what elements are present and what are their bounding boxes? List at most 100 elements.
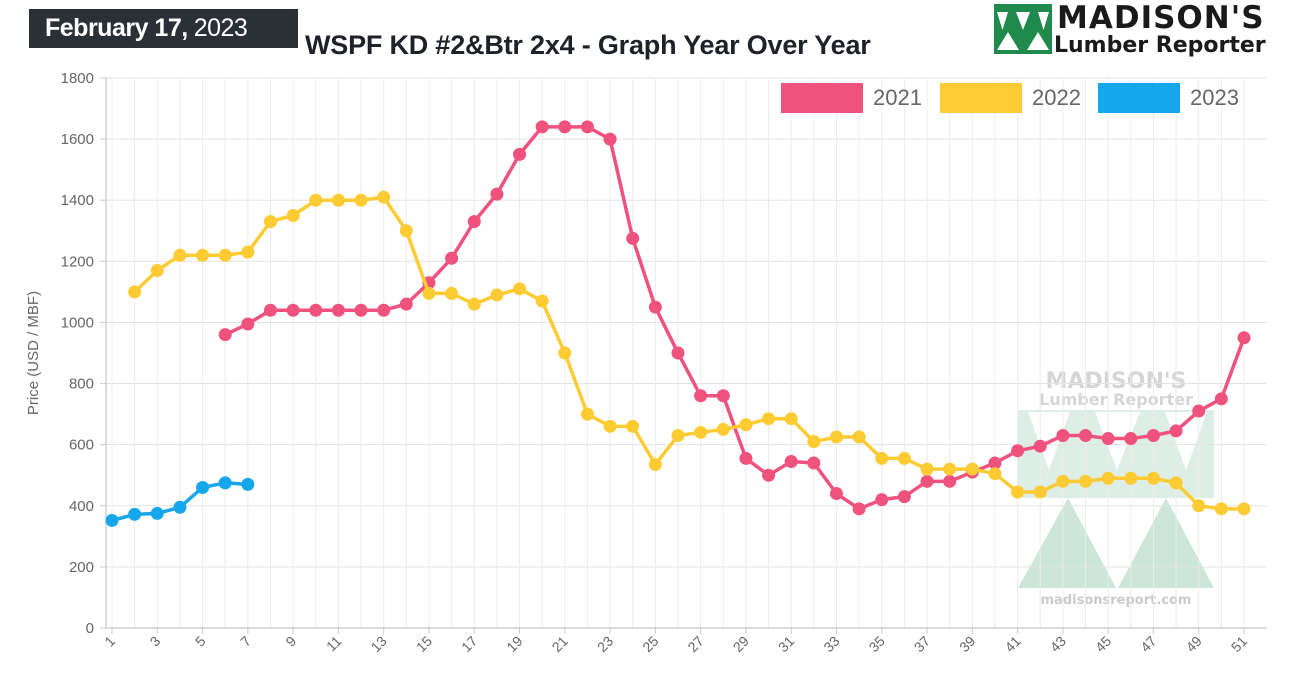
legend-item-2021[interactable]: 2021 — [781, 82, 922, 114]
data-point-2021 — [943, 474, 957, 488]
data-point-2021 — [716, 389, 730, 403]
x-tick-label: 41 — [1001, 633, 1023, 655]
x-tick-label: 9 — [282, 633, 299, 650]
data-point-2022 — [671, 429, 685, 442]
data-point-2021 — [354, 303, 368, 317]
data-point-2022 — [535, 294, 549, 308]
data-point-2021 — [1169, 424, 1183, 438]
chart-series — [105, 120, 1251, 527]
data-point-2022 — [1079, 474, 1093, 488]
data-point-2022 — [875, 451, 889, 465]
data-point-2021 — [694, 389, 708, 403]
data-point-2022 — [558, 346, 572, 360]
legend-label-2022: 2022 — [1032, 85, 1081, 110]
data-point-2022 — [603, 419, 617, 433]
x-tick-label: 47 — [1137, 633, 1159, 655]
y-tick-label: 200 — [69, 559, 94, 576]
data-point-2023 — [105, 513, 119, 527]
legend-item-2022[interactable]: 2022 — [940, 82, 1081, 114]
data-point-2021 — [309, 303, 323, 317]
data-point-2021 — [875, 493, 889, 507]
data-point-2022 — [626, 419, 640, 433]
data-point-2021 — [603, 132, 617, 146]
data-point-2022 — [580, 407, 594, 421]
y-tick-label: 400 — [69, 498, 94, 515]
data-point-2022 — [399, 224, 413, 238]
data-point-2021 — [445, 251, 459, 265]
legend-item-2023[interactable]: 2023 — [1098, 82, 1239, 114]
data-point-2022 — [445, 286, 459, 300]
data-point-2021 — [558, 120, 572, 134]
data-point-2023 — [196, 480, 210, 494]
data-point-2022 — [263, 215, 277, 229]
data-point-2021 — [1079, 429, 1093, 442]
data-point-2021 — [467, 215, 481, 229]
y-tick-label: 1600 — [61, 131, 94, 148]
data-point-2022 — [490, 288, 504, 302]
x-tick-label: 39 — [956, 633, 978, 655]
x-tick-label: 17 — [458, 633, 480, 655]
x-tick-label: 49 — [1183, 633, 1205, 655]
x-tick-label: 19 — [503, 633, 525, 655]
data-point-2022 — [897, 451, 911, 465]
x-tick-label: 51 — [1228, 633, 1250, 655]
x-tick-label: 37 — [911, 633, 933, 655]
data-point-2023 — [128, 507, 142, 521]
data-point-2021 — [852, 502, 866, 516]
data-point-2022 — [988, 467, 1002, 481]
x-tick-label: 25 — [639, 633, 661, 655]
data-point-2021 — [1033, 439, 1047, 453]
data-point-2021 — [897, 490, 911, 504]
y-tick-label: 1400 — [61, 192, 94, 209]
triple-tree-icon — [994, 4, 1052, 54]
data-point-2022 — [648, 458, 662, 472]
data-point-2023 — [173, 500, 187, 514]
legend-swatch-2023 — [1098, 83, 1180, 113]
logo-text-line1: MADISON'S — [1057, 0, 1265, 36]
data-point-2022 — [739, 418, 753, 432]
data-point-2022 — [467, 297, 481, 311]
data-point-2022 — [943, 462, 957, 476]
y-tick-label: 1200 — [61, 253, 94, 270]
data-point-2023 — [150, 506, 164, 520]
data-point-2021 — [1101, 432, 1115, 446]
data-point-2023 — [218, 476, 232, 490]
data-point-2022 — [173, 248, 187, 262]
data-point-2022 — [762, 412, 776, 426]
x-tick-label: 21 — [549, 633, 571, 655]
data-point-2022 — [196, 248, 210, 262]
logo-text-line2: Lumber Reporter — [1054, 33, 1266, 58]
x-tick-label: 23 — [594, 633, 616, 655]
data-point-2022 — [1192, 499, 1206, 513]
x-tick-label: 3 — [147, 633, 164, 650]
data-point-2021 — [218, 328, 232, 342]
data-point-2022 — [150, 264, 164, 277]
watermark-line2: Lumber Reporter — [1039, 390, 1193, 409]
data-point-2022 — [1214, 502, 1228, 516]
data-point-2021 — [535, 120, 549, 134]
x-tick-label: 29 — [730, 633, 752, 655]
data-point-2022 — [716, 422, 730, 436]
y-tick-label: 1000 — [61, 314, 94, 331]
data-point-2021 — [1237, 331, 1251, 345]
data-point-2022 — [128, 285, 142, 299]
x-tick-label: 15 — [413, 633, 435, 655]
data-point-2022 — [286, 209, 300, 222]
data-point-2022 — [1124, 471, 1138, 485]
data-point-2021 — [1146, 429, 1160, 442]
y-tick-label: 600 — [69, 437, 94, 454]
data-point-2021 — [988, 456, 1002, 470]
data-point-2021 — [762, 468, 776, 482]
data-point-2022 — [920, 462, 934, 476]
legend-swatch-2021 — [781, 83, 863, 113]
data-point-2022 — [1056, 474, 1070, 488]
data-point-2022 — [331, 193, 345, 207]
data-point-2022 — [829, 430, 843, 444]
x-tick-label: 1 — [101, 633, 118, 650]
data-point-2021 — [513, 147, 527, 161]
data-point-2022 — [218, 248, 232, 262]
data-point-2022 — [1237, 502, 1251, 516]
x-tick-label: 31 — [775, 633, 797, 655]
